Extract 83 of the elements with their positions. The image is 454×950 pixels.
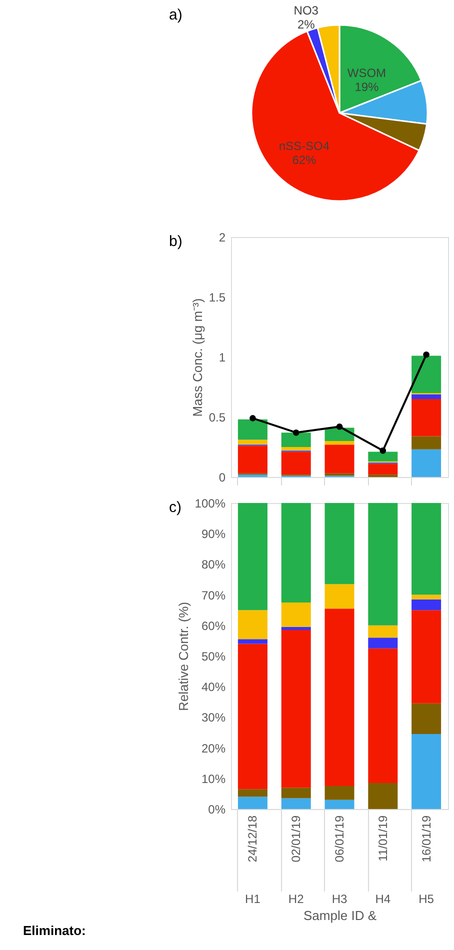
point [292,429,300,436]
y-tick-label: 40% [201,680,226,694]
data-label: 62% [292,153,317,168]
point [380,447,386,454]
y-tick-label: 70% [201,588,226,602]
bar [412,399,442,436]
bar [412,599,442,610]
text: Eliminato: [23,923,86,938]
bar [324,441,354,445]
bar [324,786,354,800]
bar [238,796,268,809]
bar [281,798,311,809]
bar [412,436,442,450]
y-tick-label: 90% [201,527,226,542]
chart-title: c) [169,499,182,516]
y-tick-label: 30% [201,710,226,725]
bar [238,419,268,440]
x-axis-title: Sample ID & [304,908,377,923]
bar [412,503,442,595]
bar [281,447,311,451]
y-tick-label: 0 [218,470,226,484]
bar [324,608,354,786]
y-tick-label: 0.5 [208,410,226,424]
bar [412,703,442,734]
bar [238,789,268,797]
data-label: 19% [354,80,380,94]
bar [368,638,398,648]
bar [368,648,398,783]
y-tick-label: 80% [201,558,226,572]
bar [238,610,268,640]
bar [324,584,354,609]
bar [238,503,268,610]
y-tick-label: 0% [208,802,226,816]
point [336,423,343,430]
bar [324,800,354,809]
bar [412,610,442,704]
bar [368,503,398,626]
y-tick-label: 10% [201,772,226,786]
bar [324,444,354,474]
bar [281,626,311,630]
y-axis-title: Relative Contr. (%) [176,602,191,712]
bar [281,452,311,475]
bar [368,625,398,638]
bar [412,734,442,809]
point [423,351,430,358]
y-tick-label: 50% [201,650,226,664]
y-tick-label: 20% [201,741,226,756]
bar [281,788,311,798]
bar [238,440,268,445]
bar [368,782,398,809]
category-label: 11/01/19 H4 [375,816,391,906]
category-label: 16/01/19 H5 [418,816,434,906]
bar [412,449,442,477]
category-label: 06/01/19 H3 [332,816,348,906]
slice-label: nSS-SO4 [278,139,330,154]
bar [281,503,311,602]
bar [238,644,268,790]
bar [368,452,398,462]
bar [238,639,268,644]
point [250,415,256,422]
chart-title: a) [169,6,182,24]
bar [281,602,311,627]
chart-title: b) [169,233,182,250]
data-label: 2% [297,17,316,32]
category-label: 02/01/19 H2 [288,816,304,906]
bar [368,464,398,475]
y-tick-label: 1 [218,350,226,364]
bar [412,394,442,399]
bar [281,630,311,788]
bar [324,503,354,584]
slice-label: WSOM [347,66,386,80]
y-tick-label: 2 [218,230,226,244]
y-tick-label: 100% [194,496,226,510]
bar [412,356,442,393]
y-axis-title: Mass Conc. (μg m⁻³) [190,298,205,417]
bar [281,432,311,447]
category-label: 24/12/18 H1 [245,816,260,906]
bar [238,446,268,474]
bar [324,473,354,476]
slice-label: NO3 [294,3,319,18]
bar [412,594,442,600]
y-tick-label: 60% [201,618,226,633]
y-tick-label: 1.5 [208,290,226,304]
